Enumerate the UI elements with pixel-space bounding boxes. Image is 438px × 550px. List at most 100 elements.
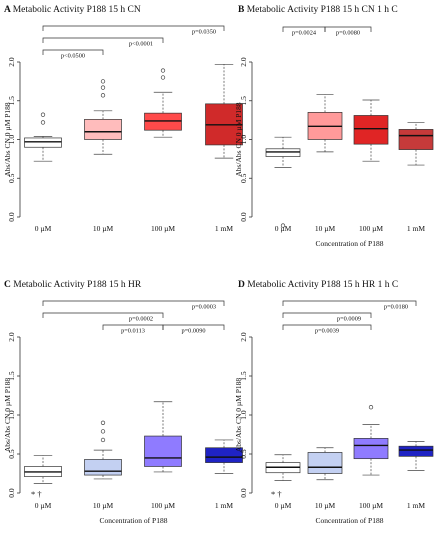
outlier-point bbox=[100, 93, 106, 98]
chart-title: C Metabolic Activity P188 15 h HR bbox=[4, 280, 142, 290]
significance-bracket bbox=[282, 300, 417, 306]
p-value-label: p=0.0039 bbox=[315, 328, 339, 335]
y-tick-label: 2.0 bbox=[239, 332, 248, 342]
box-1 bbox=[24, 455, 62, 484]
chart-title-text: Metabolic Activity P188 15 h HR bbox=[13, 280, 142, 290]
box-3 bbox=[144, 68, 182, 138]
x-tick-label: 1 mM bbox=[407, 501, 425, 510]
x-tick-label: 100 µM bbox=[359, 224, 383, 233]
x-tick-label: 100 µM bbox=[151, 501, 175, 510]
panel-letter: D bbox=[238, 280, 247, 290]
y-tick-label: 0.5 bbox=[239, 449, 248, 459]
x-tick-label: 100 µM bbox=[151, 224, 175, 233]
box-iqr bbox=[398, 129, 434, 150]
box-iqr bbox=[205, 447, 243, 463]
box-iqr bbox=[265, 148, 301, 157]
chart-panel-c: C Metabolic Activity P188 15 h HR 0.0 0.5 1… bbox=[3, 280, 243, 525]
box-iqr bbox=[398, 445, 434, 457]
chart-panel-d: D Metabolic Activity P188 15 h HR 1 h C 0… bbox=[234, 280, 434, 525]
significance-bracket bbox=[282, 324, 372, 330]
x-tick-label: 1 mM bbox=[407, 224, 425, 233]
p-value-label: p=0.0080 bbox=[336, 30, 360, 37]
significance-bracket bbox=[42, 49, 104, 55]
significance-bracket bbox=[324, 26, 372, 32]
x-axis-label: Concentration of P188 bbox=[100, 516, 168, 525]
chart-title-text: Metabolic Activity P188 15 h HR 1 h C bbox=[247, 280, 398, 290]
outlier-point bbox=[100, 79, 106, 84]
y-tick-label: 0.5 bbox=[239, 173, 248, 183]
chart-panel-b: B Metabolic Activity P188 15 h CN 1 h C 0… bbox=[234, 5, 434, 248]
box-4 bbox=[398, 122, 434, 166]
box-1 bbox=[24, 112, 62, 162]
x-tick-label: 10 µM bbox=[315, 224, 336, 233]
p-value-label: p=0.0113 bbox=[121, 328, 145, 335]
y-axis-label: Abs/Abs CN 0 µM P188 bbox=[234, 378, 243, 453]
p-value-label: p=0.0350 bbox=[192, 29, 216, 36]
y-tick-label: 2.0 bbox=[7, 57, 16, 67]
y-tick-label: 2.0 bbox=[7, 332, 16, 342]
p-value-label: p=0.0024 bbox=[292, 30, 317, 37]
outlier-point bbox=[100, 437, 106, 443]
significance-bracket bbox=[42, 25, 225, 31]
p-value-label: p<0.0500 bbox=[61, 53, 85, 60]
box-iqr bbox=[84, 118, 122, 140]
x-tick-label: 100 µM bbox=[359, 501, 383, 510]
box-3 bbox=[144, 401, 182, 473]
x-axis-label: Concentration of P188 bbox=[316, 239, 384, 248]
panel-letter: B bbox=[238, 5, 247, 15]
significance-bracket bbox=[42, 300, 225, 306]
y-tick-label: 1.5 bbox=[239, 96, 248, 106]
x-tick-label: 0 µM bbox=[275, 224, 292, 233]
box-iqr bbox=[353, 115, 389, 145]
box-1 bbox=[265, 454, 301, 481]
y-tick-label: 0.5 bbox=[7, 449, 16, 459]
p-value-label: p=0.0090 bbox=[181, 328, 205, 335]
y-tick-label: 1.0 bbox=[239, 410, 248, 420]
box-2 bbox=[84, 79, 122, 155]
x-tick-label: 0 µM bbox=[275, 501, 292, 510]
outlier-point bbox=[40, 120, 46, 125]
box-4 bbox=[205, 63, 243, 159]
p-value-label: p=0.0003 bbox=[192, 304, 216, 311]
box-iqr bbox=[353, 438, 389, 460]
box-iqr bbox=[144, 112, 182, 131]
box-3 bbox=[353, 405, 389, 476]
x-tick-label: 10 µM bbox=[93, 224, 114, 233]
x-tick-label: 1 mM bbox=[215, 224, 233, 233]
chart-title: B Metabolic Activity P188 15 h CN 1 h C bbox=[238, 5, 398, 15]
box-iqr bbox=[84, 459, 122, 476]
panel-letter: C bbox=[4, 280, 13, 290]
outlier-point bbox=[100, 85, 106, 90]
p-value-label: p=0.0180 bbox=[384, 304, 408, 311]
x-tick-label: 1 mM bbox=[215, 501, 233, 510]
box-1 bbox=[265, 136, 301, 228]
x-tick-label: 10 µM bbox=[315, 501, 336, 510]
significance-bracket bbox=[42, 312, 164, 318]
y-tick-label: 1.5 bbox=[7, 96, 16, 106]
y-tick-label: 1.0 bbox=[239, 135, 248, 145]
outlier-point bbox=[368, 405, 374, 410]
outlier-point bbox=[40, 112, 46, 117]
significance-bracket bbox=[42, 37, 164, 43]
y-axis-label: Abs/Abs CN 0 µM P188 bbox=[234, 102, 243, 177]
x-tick-label: 0 µM bbox=[35, 501, 52, 510]
box-3 bbox=[353, 99, 389, 162]
y-tick-label: 0.0 bbox=[7, 212, 16, 222]
significance-bracket bbox=[282, 312, 372, 318]
y-tick-label: 0.0 bbox=[239, 212, 248, 222]
box-iqr bbox=[144, 435, 182, 467]
outlier-point bbox=[160, 75, 166, 80]
significance-bracket bbox=[102, 324, 164, 330]
y-axis-label: Abs/Abs CN 0 µM P188 bbox=[3, 378, 12, 453]
y-axis-label: Abs/Abs CN 0 µM P188 bbox=[3, 102, 12, 177]
panel-letter: A bbox=[4, 5, 13, 15]
x-tick-label: 0 µM bbox=[35, 224, 52, 233]
box-2 bbox=[84, 420, 122, 480]
y-tick-label: 1.5 bbox=[239, 371, 248, 381]
significance-marker: * † bbox=[31, 489, 42, 499]
box-4 bbox=[398, 441, 434, 471]
box-2 bbox=[307, 447, 343, 481]
outlier-point bbox=[100, 429, 106, 434]
y-tick-label: 0.5 bbox=[7, 173, 16, 183]
significance-marker: * † bbox=[271, 489, 282, 499]
